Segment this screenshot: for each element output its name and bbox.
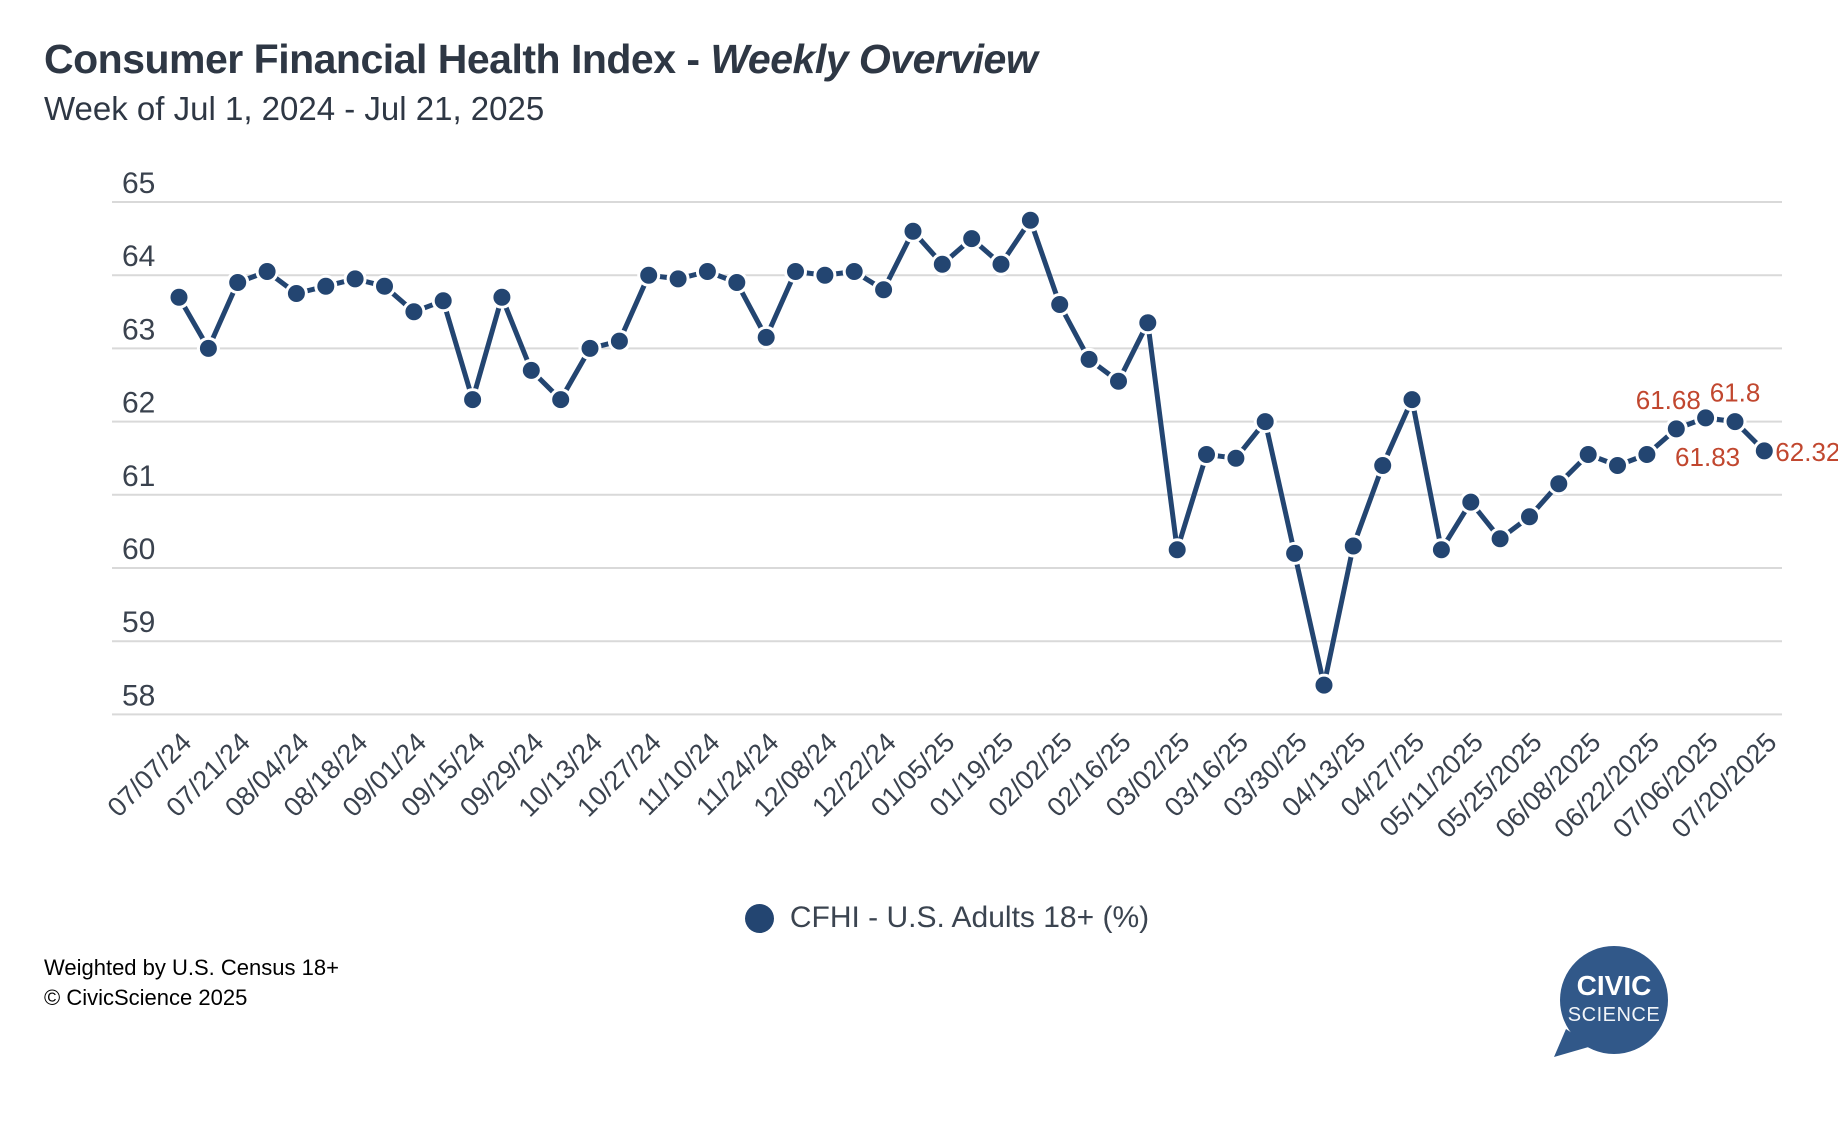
data-point bbox=[607, 329, 631, 353]
page-title-main: Consumer Financial Health Index - bbox=[44, 36, 711, 82]
data-point bbox=[196, 336, 220, 360]
logo-text-science: SCIENCE bbox=[1568, 1004, 1660, 1026]
chart-legend: CFHI - U.S. Adults 18+ (%) bbox=[112, 898, 1782, 938]
y-tick-label: 64 bbox=[122, 240, 155, 273]
data-point bbox=[490, 285, 514, 309]
data-point bbox=[1752, 439, 1776, 463]
data-point bbox=[1488, 527, 1512, 551]
data-point bbox=[431, 289, 455, 313]
data-point bbox=[1694, 406, 1718, 430]
data-point bbox=[578, 336, 602, 360]
data-point bbox=[461, 388, 485, 412]
footer-note-weighting: Weighted by U.S. Census 18+ bbox=[44, 955, 339, 980]
data-point bbox=[343, 267, 367, 291]
logo-bubble-tail bbox=[1554, 1029, 1592, 1057]
data-point bbox=[1165, 538, 1189, 562]
data-point bbox=[1253, 410, 1277, 434]
data-point bbox=[1547, 472, 1571, 496]
data-point bbox=[1224, 446, 1248, 470]
data-point bbox=[226, 271, 250, 294]
y-tick-label: 65 bbox=[122, 167, 155, 200]
data-point bbox=[637, 263, 661, 287]
data-point bbox=[872, 278, 896, 302]
data-point bbox=[1018, 208, 1042, 232]
data-point bbox=[402, 300, 426, 324]
data-point bbox=[1312, 673, 1336, 697]
data-point bbox=[1459, 490, 1483, 514]
data-point bbox=[519, 358, 543, 382]
data-point bbox=[1371, 454, 1395, 477]
data-point bbox=[284, 282, 308, 305]
civicscience-logo: CIVIC SCIENCE bbox=[1554, 946, 1668, 1057]
data-point bbox=[1283, 541, 1307, 565]
data-point bbox=[784, 260, 807, 283]
data-point bbox=[1723, 410, 1747, 434]
data-point bbox=[725, 271, 749, 294]
data-point bbox=[549, 388, 573, 412]
data-point bbox=[989, 252, 1013, 276]
y-tick-label: 58 bbox=[122, 679, 155, 712]
footer-note-copyright: © CivicScience 2025 bbox=[44, 985, 248, 1010]
data-point bbox=[1664, 417, 1688, 441]
legend-label: CFHI - U.S. Adults 18+ (%) bbox=[789, 901, 1150, 934]
data-point bbox=[373, 274, 396, 298]
legend-marker-icon bbox=[744, 903, 774, 933]
footer-notes: Weighted by U.S. Census 18+ © CivicScien… bbox=[44, 953, 339, 1013]
data-point bbox=[695, 260, 719, 283]
data-point bbox=[1576, 443, 1600, 466]
data-point bbox=[1048, 293, 1072, 316]
data-point-label: 61.68 bbox=[1636, 385, 1701, 415]
page-title-emphasis: Weekly Overview bbox=[710, 36, 1038, 82]
data-point bbox=[842, 260, 866, 283]
data-point bbox=[1606, 454, 1629, 477]
data-point bbox=[813, 263, 837, 287]
data-point bbox=[901, 219, 925, 243]
data-point-label: 61.8 bbox=[1710, 378, 1761, 408]
data-point bbox=[1429, 538, 1453, 562]
data-point bbox=[1341, 534, 1365, 558]
data-point bbox=[1195, 443, 1218, 466]
data-point bbox=[314, 274, 338, 298]
data-point bbox=[1518, 505, 1541, 529]
data-point bbox=[1635, 443, 1659, 466]
logo-bubble bbox=[1560, 946, 1668, 1054]
y-tick-label: 61 bbox=[122, 460, 155, 493]
data-point-label: 61.83 bbox=[1675, 442, 1740, 472]
data-point bbox=[960, 227, 984, 251]
page-subtitle: Week of Jul 1, 2024 - Jul 21, 2025 bbox=[44, 90, 545, 127]
page-title: Consumer Financial Health Index - Weekly… bbox=[44, 36, 1038, 83]
y-tick-label: 60 bbox=[122, 533, 155, 566]
data-point bbox=[167, 285, 191, 309]
data-point bbox=[255, 260, 279, 283]
data-point-label: 62.32 bbox=[1775, 437, 1838, 467]
cfhi-line bbox=[176, 217, 1767, 688]
data-point bbox=[1136, 311, 1160, 335]
y-tick-label: 63 bbox=[122, 313, 155, 346]
data-point bbox=[1400, 388, 1424, 412]
data-point bbox=[1107, 369, 1130, 393]
y-tick-label: 62 bbox=[122, 387, 155, 420]
logo-text-civic: CIVIC bbox=[1577, 970, 1652, 1001]
data-point bbox=[754, 325, 778, 349]
data-point bbox=[1077, 347, 1101, 371]
data-point bbox=[666, 267, 690, 291]
data-point bbox=[930, 252, 954, 276]
y-tick-label: 59 bbox=[122, 606, 155, 639]
